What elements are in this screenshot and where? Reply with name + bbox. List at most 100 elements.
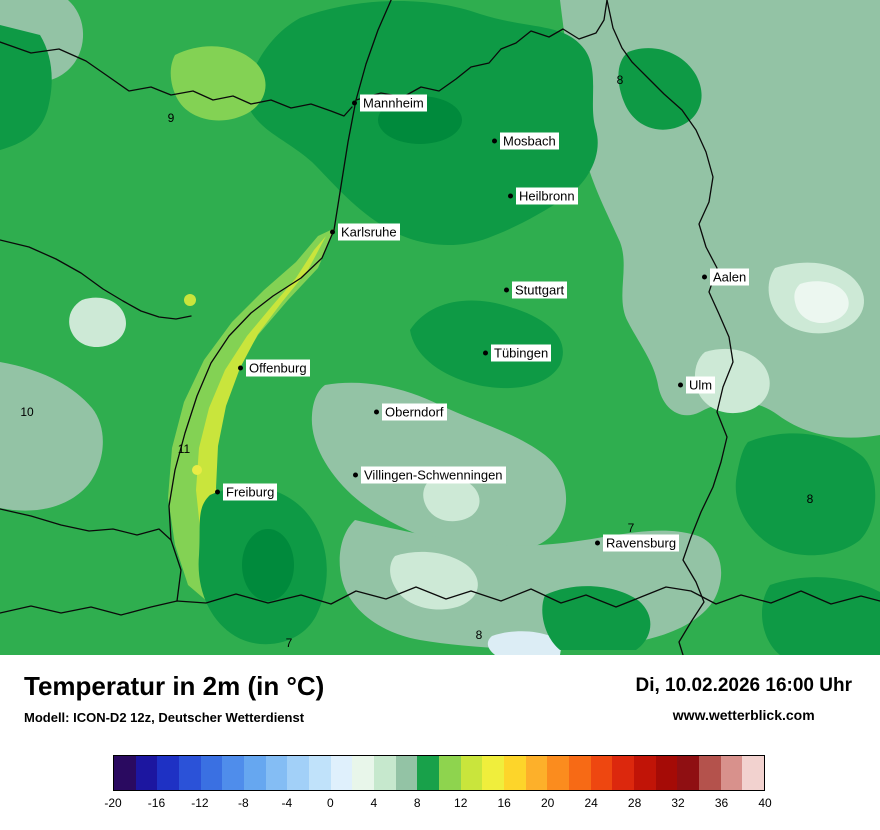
city-label: Villingen-Schwenningen xyxy=(361,466,506,484)
city-dot xyxy=(353,472,358,478)
region-bottomcenter-darkgreen xyxy=(542,586,651,650)
legend-swatch xyxy=(395,756,418,790)
legend-swatch xyxy=(135,756,158,790)
region-lightgreen-northwest xyxy=(170,46,266,121)
legend-tick-label: -16 xyxy=(147,796,166,810)
city-dot xyxy=(483,350,488,356)
legend-swatch xyxy=(417,756,440,790)
legend-swatch xyxy=(352,756,375,790)
legend-tick-label: 0 xyxy=(326,796,334,810)
city-label: Ulm xyxy=(686,376,716,394)
legend-colorbar xyxy=(113,755,765,791)
region-tuebingen-darkgreen xyxy=(410,300,563,389)
border-southwest-line xyxy=(0,600,178,616)
region-temperature-label: 9 xyxy=(167,111,175,125)
city-marker-t-bingen: Tübingen xyxy=(483,344,552,362)
city-label: Aalen xyxy=(710,268,750,286)
legend-swatch xyxy=(482,756,505,790)
city-marker-offenburg: Offenburg xyxy=(238,359,310,377)
footer-panel: Temperatur in 2m (in °C) Modell: ICON-D2… xyxy=(0,655,880,830)
legend-swatch xyxy=(677,756,700,790)
legend-swatch xyxy=(612,756,635,790)
legend-tick-label: 4 xyxy=(370,796,378,810)
city-label: Oberndorf xyxy=(382,403,447,421)
lake-constance xyxy=(487,631,562,655)
region-yellowgreen-speck xyxy=(184,294,196,306)
city-label: Stuttgart xyxy=(512,281,568,299)
region-eastedge-darkgreen xyxy=(735,433,876,556)
region-nearwhite-east xyxy=(794,281,849,324)
legend-tick-label: 12 xyxy=(454,796,468,810)
legend-swatch xyxy=(699,756,721,790)
region-mint-west xyxy=(69,297,126,348)
legend-swatch xyxy=(720,756,743,790)
legend-swatch xyxy=(244,756,266,790)
region-temperature-label: 8 xyxy=(475,628,483,642)
region-yellow-speck xyxy=(192,465,202,475)
city-dot xyxy=(492,138,497,144)
page-title: Temperatur in 2m (in °C) xyxy=(24,671,325,701)
legend-swatch xyxy=(504,756,526,790)
city-dot xyxy=(504,287,509,293)
city-marker-mannheim: Mannheim xyxy=(352,94,427,112)
region-mint-east2 xyxy=(694,348,770,414)
city-markers: Mannheim Mosbach Heilbronn Karlsruhe Stuttga… xyxy=(215,94,750,552)
legend-tick-label: -12 xyxy=(191,796,209,810)
city-dot xyxy=(595,540,600,546)
legend-swatch xyxy=(590,756,613,790)
city-marker-heilbronn: Heilbronn xyxy=(508,187,578,205)
city-marker-ulm: Ulm xyxy=(678,376,716,394)
legend-swatch xyxy=(265,756,288,790)
legend-tick-label: 20 xyxy=(540,796,555,810)
region-temperature-label: 7 xyxy=(285,636,293,650)
legend-swatch xyxy=(179,756,201,790)
legend-swatch xyxy=(287,756,310,790)
city-marker-stuttgart: Stuttgart xyxy=(504,281,568,299)
city-dot xyxy=(330,229,335,235)
region-temperature-label: 8 xyxy=(806,492,814,506)
city-marker-aalen: Aalen xyxy=(702,268,750,286)
legend-tick-label: 40 xyxy=(758,796,772,810)
region-bottomright-darkgreen xyxy=(761,577,880,655)
border-east-bavaria xyxy=(606,0,734,655)
region-temperature-labels: 9 8 10 11 8 7 7 8 xyxy=(20,73,814,650)
city-label: Ravensburg xyxy=(603,534,680,552)
city-label: Mannheim xyxy=(360,94,427,112)
legend-swatch xyxy=(547,756,570,790)
legend-swatch xyxy=(742,756,765,790)
legend-swatch xyxy=(114,756,136,790)
region-mint-central xyxy=(423,477,480,522)
legend-swatch xyxy=(200,756,223,790)
legend-swatch xyxy=(309,756,331,790)
city-dot xyxy=(678,382,683,388)
legend-swatch xyxy=(569,756,591,790)
city-label: Freiburg xyxy=(223,483,278,501)
city-dot xyxy=(238,365,243,371)
legend-swatch xyxy=(374,756,396,790)
region-temperature-label: 7 xyxy=(627,521,635,535)
border-west-line1 xyxy=(0,239,192,320)
border-rhine-west xyxy=(168,0,392,602)
legend-swatch xyxy=(222,756,245,790)
border-west-line2 xyxy=(0,508,172,541)
city-dot xyxy=(352,100,357,106)
map-canvas xyxy=(0,0,880,655)
temperature-legend: -20 -16 -12 -8 -4 0 4 8 12 16 20 24 28 32 36 40 xyxy=(104,755,772,814)
legend-swatch xyxy=(330,756,353,790)
legend-tick-label: -4 xyxy=(281,796,293,810)
city-dot xyxy=(215,489,220,495)
website-label: www.wetterblick.com xyxy=(672,707,815,723)
legend-tick-label: 8 xyxy=(413,796,421,810)
city-dot xyxy=(508,193,513,199)
legend-tick-label: 16 xyxy=(497,796,511,810)
legend-swatch xyxy=(157,756,180,790)
legend-swatch xyxy=(525,756,548,790)
legend-swatch xyxy=(655,756,678,790)
city-marker-villingen-schwenningen: Villingen-Schwenningen xyxy=(353,466,506,484)
map-datetime: Di, 10.02.2026 16:00 Uhr xyxy=(635,675,852,696)
region-temperature-label: 11 xyxy=(177,442,191,456)
city-marker-freiburg: Freiburg xyxy=(215,483,278,501)
region-west-cool-patch xyxy=(0,362,103,511)
temperature-map: 9 8 10 11 8 7 7 8 Mannheim Mosbach Heilbronn Karls… xyxy=(0,0,880,655)
